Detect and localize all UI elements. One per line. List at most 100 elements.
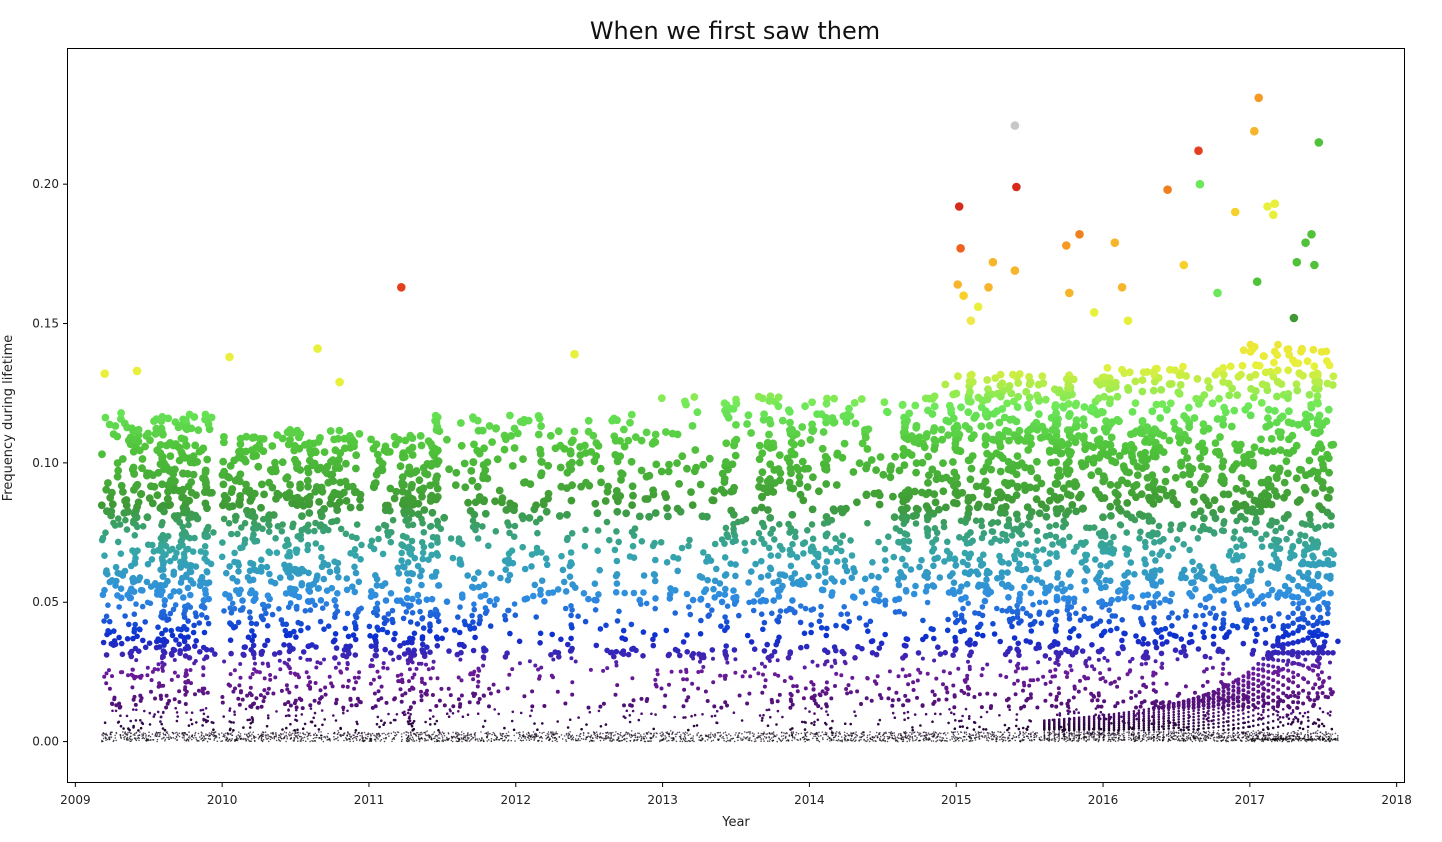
data-point xyxy=(519,735,521,738)
data-point xyxy=(156,662,161,667)
data-point xyxy=(133,503,142,511)
data-point xyxy=(592,737,594,740)
data-point xyxy=(582,734,585,736)
data-point xyxy=(438,733,440,736)
data-point xyxy=(1290,740,1293,743)
data-point xyxy=(433,722,437,726)
data-point xyxy=(480,739,482,741)
data-point xyxy=(261,699,266,704)
data-point xyxy=(111,709,114,713)
data-point xyxy=(443,734,446,737)
data-point xyxy=(619,731,622,734)
data-point xyxy=(155,624,161,630)
data-point xyxy=(312,602,318,608)
data-point xyxy=(427,649,433,655)
data-point xyxy=(632,734,635,737)
data-point xyxy=(197,548,205,555)
data-point xyxy=(250,649,257,656)
data-point xyxy=(373,738,376,741)
data-point xyxy=(1324,740,1326,743)
data-point xyxy=(914,739,916,742)
data-point xyxy=(1321,736,1324,738)
data-point xyxy=(223,569,230,577)
data-point xyxy=(185,739,188,742)
data-point xyxy=(240,697,245,702)
data-point xyxy=(517,661,522,666)
data-point xyxy=(585,595,592,603)
data-point xyxy=(919,733,921,736)
data-point xyxy=(607,733,610,735)
data-point xyxy=(591,499,600,508)
data-point xyxy=(414,510,423,519)
data-point xyxy=(813,735,815,738)
data-point xyxy=(189,681,193,686)
data-point xyxy=(1226,740,1229,742)
data-point xyxy=(323,587,331,594)
data-point xyxy=(562,605,569,612)
data-point xyxy=(369,739,372,741)
data-point xyxy=(675,735,677,738)
data-point xyxy=(447,732,450,734)
data-point xyxy=(347,643,354,649)
data-point xyxy=(416,731,419,734)
data-point xyxy=(995,738,997,741)
data-point xyxy=(622,735,624,737)
data-point xyxy=(275,733,277,735)
data-point xyxy=(411,554,419,562)
data-point xyxy=(824,731,827,734)
data-point xyxy=(577,738,580,740)
data-point xyxy=(273,675,278,680)
data-point xyxy=(160,637,166,643)
data-point xyxy=(257,670,262,675)
data-point xyxy=(650,733,653,735)
data-point xyxy=(107,668,111,673)
data-point xyxy=(849,739,852,742)
data-point xyxy=(743,736,745,738)
data-point xyxy=(852,732,855,735)
data-point xyxy=(810,731,812,734)
data-point xyxy=(132,621,138,628)
data-point xyxy=(1004,736,1006,739)
data-point xyxy=(293,493,302,502)
data-point xyxy=(424,692,429,697)
data-point xyxy=(645,737,648,739)
data-point xyxy=(173,637,179,643)
data-point xyxy=(818,740,821,743)
data-point xyxy=(474,739,477,741)
data-point xyxy=(977,731,980,733)
data-point xyxy=(431,445,439,453)
data-point xyxy=(922,738,925,741)
data-point xyxy=(255,736,257,739)
data-point xyxy=(273,431,282,439)
data-point xyxy=(664,735,666,737)
data-point xyxy=(137,586,145,594)
data-point xyxy=(972,734,975,737)
data-point xyxy=(104,681,109,686)
data-point xyxy=(541,732,543,734)
data-point xyxy=(493,596,500,603)
data-point xyxy=(832,731,835,734)
data-point xyxy=(427,621,433,627)
data-point xyxy=(822,738,824,741)
data-point xyxy=(519,739,522,741)
data-point xyxy=(643,737,645,740)
data-point xyxy=(656,732,658,735)
data-point xyxy=(652,556,659,564)
data-point xyxy=(384,734,387,736)
data-point xyxy=(313,681,318,685)
data-point xyxy=(880,740,883,742)
data-point xyxy=(971,739,974,742)
data-point xyxy=(201,665,206,670)
data-point xyxy=(628,621,635,628)
data-point xyxy=(916,737,918,739)
data-point xyxy=(415,739,418,742)
data-point xyxy=(1008,732,1011,734)
data-point xyxy=(251,633,257,639)
data-point xyxy=(988,732,990,734)
data-point xyxy=(129,447,138,456)
data-point xyxy=(315,736,318,739)
data-point xyxy=(153,446,162,455)
data-point xyxy=(401,640,408,646)
data-point xyxy=(557,482,566,491)
data-point xyxy=(855,736,857,738)
